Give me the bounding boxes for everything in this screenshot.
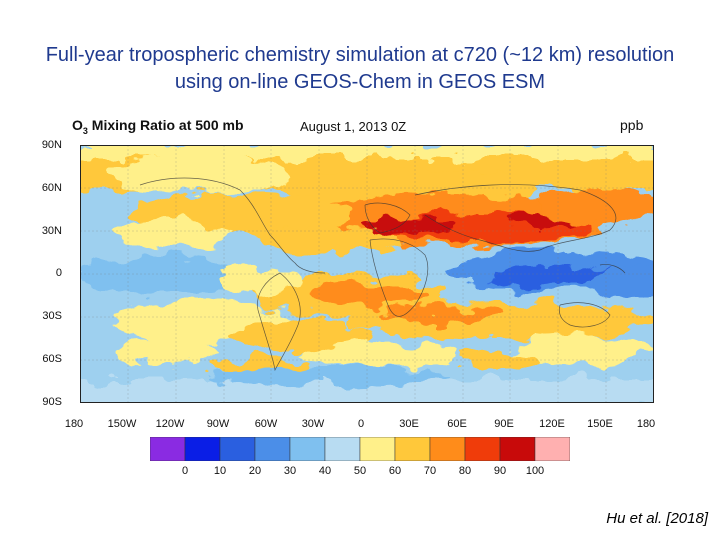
lon-label-150e: 150E (587, 418, 613, 430)
colorbar-swatch (289, 437, 326, 461)
colorbar-label-70: 70 (423, 465, 437, 477)
colorbar-swatch (359, 437, 396, 461)
colorbar-label-10: 10 (213, 465, 227, 477)
colorbar-swatch (464, 437, 501, 461)
map-date: August 1, 2013 0Z (300, 119, 407, 134)
lon-label-30w: 30W (301, 418, 325, 430)
lon-label-90w: 90W (206, 418, 230, 430)
lon-label-0: 0 (357, 418, 365, 430)
ozone-field (80, 145, 654, 403)
map-title-prefix: O (72, 117, 83, 133)
colorbar-swatch (324, 437, 361, 461)
lat-label-30s: 30S (42, 310, 62, 322)
colorbar-swatch (499, 437, 536, 461)
lat-label-60n: 60N (41, 182, 62, 194)
lon-label-30e: 30E (399, 418, 419, 430)
colorbar-swatch (150, 437, 186, 461)
colorbar-swatch (429, 437, 466, 461)
colorbar-swatch (219, 437, 256, 461)
lat-label-90s: 90S (42, 396, 62, 408)
lon-label-90e: 90E (494, 418, 514, 430)
lon-label-180e: 180 (636, 418, 656, 430)
ozone-map (80, 145, 654, 403)
graticule (80, 145, 654, 403)
lat-label-eq: 0 (55, 267, 62, 279)
colorbar-label-100: 100 (525, 465, 545, 477)
map-title-subscript: 3 (82, 125, 88, 136)
lon-label-60e: 60E (447, 418, 467, 430)
colorbar-label-30: 30 (283, 465, 297, 477)
colorbar-label-50: 50 (353, 465, 367, 477)
map-unit: ppb (620, 117, 644, 133)
map-title-suffix: Mixing Ratio at 500 mb (87, 117, 244, 133)
lon-label-60w: 60W (254, 418, 278, 430)
lon-label-150w: 150W (107, 418, 137, 430)
map-frame (80, 145, 654, 403)
slide-title-line2: using on-line GEOS-Chem in GEOS ESM (174, 71, 546, 93)
lon-label-180w: 180 (64, 418, 84, 430)
colorbar-label-90: 90 (493, 465, 507, 477)
colorbar (150, 437, 570, 461)
lon-label-120w: 120W (155, 418, 185, 430)
lon-label-120e: 120E (539, 418, 565, 430)
colorbar-swatch (394, 437, 431, 461)
map-title: O3 Mixing Ratio at 500 mb (72, 117, 244, 136)
colorbar-label-20: 20 (248, 465, 262, 477)
colorbar-label-60: 60 (388, 465, 402, 477)
colorbar-label-80: 80 (458, 465, 472, 477)
colorbar-label-40: 40 (318, 465, 332, 477)
lat-label-60s: 60S (42, 353, 62, 365)
colorbar-swatch (184, 437, 221, 461)
lat-label-90n: 90N (41, 139, 62, 151)
colorbar-label-0: 0 (181, 465, 189, 477)
colorbar-swatch (534, 437, 570, 461)
colorbar-swatch (254, 437, 291, 461)
slide-title-line1: Full-year tropospheric chemistry simulat… (45, 44, 675, 66)
citation: Hu et al. [2018] (606, 510, 708, 527)
slide-title: Full-year tropospheric chemistry simulat… (0, 42, 720, 96)
lat-label-30n: 30N (41, 225, 62, 237)
